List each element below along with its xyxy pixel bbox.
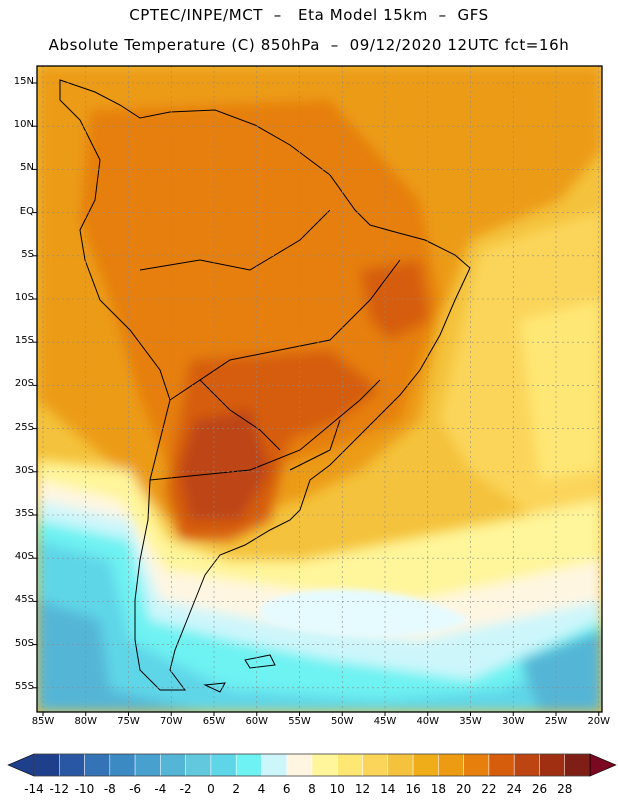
lon-label: 40W [416,716,440,727]
lat-label: 15N [13,76,34,87]
border-line-1 [149,379,381,481]
lat-label: 15S [14,335,34,347]
lon-label: 25W [544,716,568,727]
colorbar-label: 12 [354,782,371,796]
lat-label: 5N [20,162,34,174]
lon-label: 50W [330,716,354,727]
axis-ticks [33,82,600,716]
colorbar-arrow-right [589,753,617,777]
colorbar-label: -10 [74,782,95,796]
lon-label: 70W [159,716,183,727]
colorbar-swatch [286,753,313,777]
colorbar-swatch [463,753,490,777]
map-title-line2: Absolute Temperature (C) 850hPa – 09/12/… [48,36,570,54]
colorbar-label: 26 [531,782,548,796]
field-0-2 [37,520,602,712]
colorbar-swatch [311,753,338,777]
colorbar-swatch [134,753,161,777]
colorbar-border [33,753,591,777]
field-24-26 [180,410,270,520]
colorbar-swatch [539,753,565,777]
lat-label: 5S [21,248,34,260]
colorbar-label: 22 [481,782,497,796]
lat-label: 45S [14,594,34,606]
lat-label: 10S [14,292,34,303]
colorbar-arrow-left [7,753,35,777]
lat-label: 35S [14,508,34,519]
colorbar-label: 20 [455,782,472,796]
colorbar-label: 4 [257,782,266,796]
field-minus2-0 [37,540,602,712]
colorbar-swatch [513,753,540,777]
lon-label: 30W [501,716,525,727]
colorbar-swatch [387,753,414,777]
colorbar-label: 24 [506,782,522,796]
colorbar-swatch [59,753,85,777]
colorbar-swatch [160,753,186,777]
colorbar-swatch [337,753,363,777]
lat-label: 30S [14,464,34,476]
field-nebrazil-hot [360,260,430,340]
colorbar [7,753,617,777]
lon-label: 65W [202,716,226,727]
lat-label: 10N [13,119,34,131]
lon-label: 75W [117,716,140,727]
field-12-14 [520,300,602,480]
lon-label: 60W [245,716,269,727]
lat-label: 50S [14,637,34,649]
lon-label: 20W [587,716,611,727]
colorbar-label: -2 [179,782,192,796]
colorbar-swatch [261,753,287,777]
border-line-5 [199,379,281,451]
lon-label: 85W [31,716,55,727]
temperature-field [37,66,602,712]
border-line-2 [169,259,401,401]
colorbar-swatch [185,753,212,777]
colorbar-label: -4 [154,782,167,796]
lat-label: 20S [14,378,34,390]
coastlines [59,79,471,693]
south-america-coastline [59,79,471,691]
colorbar-swatch [438,753,464,777]
lon-label: 55W [288,716,311,727]
colorbar-swatch [412,753,439,777]
colorbar-label: 28 [557,782,573,796]
colorbar-swatch [210,753,237,777]
colorbar-label: -14 [24,782,44,796]
colorbar-label: 16 [405,782,421,796]
colorbar-label: 14 [380,782,396,796]
colorbar-label: 2 [232,782,240,796]
lon-label: 35W [459,716,482,727]
border-line-3 [139,209,331,271]
colorbar-label: 0 [207,782,215,796]
lon-label: 80W [74,716,98,727]
colorbar-label: -12 [49,782,70,796]
colorbar-label: 10 [329,782,345,796]
lat-label: 25S [14,421,34,433]
colorbar-swatch [84,753,111,777]
lat-label: 40S [14,551,34,563]
colorbar-label: 6 [282,782,291,796]
falklands-outline [244,654,276,669]
colorbar-label: 18 [430,782,446,796]
colorbar-swatch [109,753,136,777]
lat-label: 55S [14,680,34,692]
colorbar-label: -8 [103,782,116,796]
map-frame [36,65,603,713]
lat-label: EQ [19,205,34,217]
colorbar-swatch [564,753,591,777]
colorbar-swatch [488,753,515,777]
colorbar-swatch [235,753,262,777]
colorbar-label: -6 [129,782,142,796]
graticule [37,66,602,712]
map-title-line1: CPTEC/INPE/MCT – Eta Model 15km – GFS [129,6,489,24]
colorbar-swatch [362,753,389,777]
colorbar-swatch [33,753,60,777]
field-minus4-minus2 [37,600,200,712]
lon-label: 45W [373,716,397,727]
colorbar-label: 8 [308,782,316,796]
border-line-4 [289,419,341,471]
field-minus4-east [520,630,602,712]
